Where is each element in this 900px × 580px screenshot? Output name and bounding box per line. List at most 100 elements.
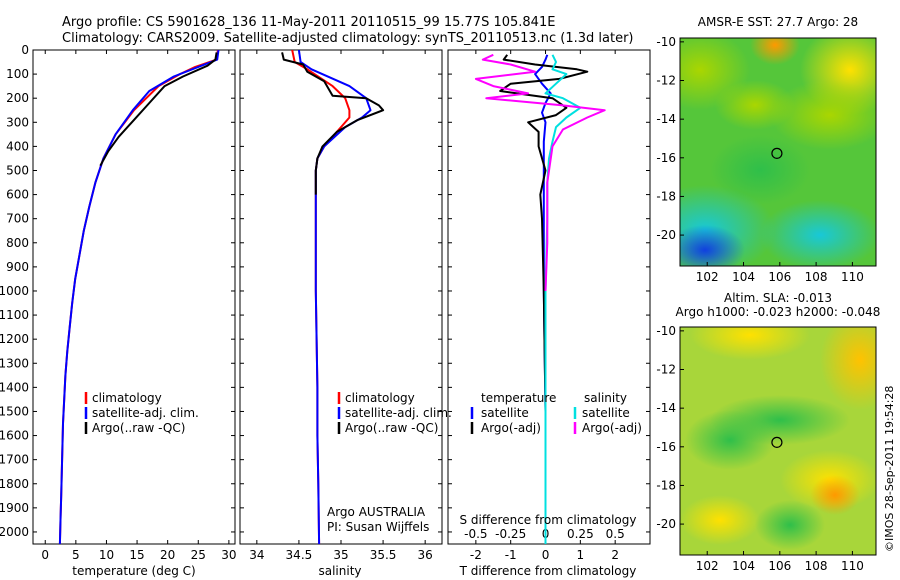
x-tick-label: -1: [505, 548, 517, 562]
s-diff-tick-label: -0.5: [464, 527, 487, 541]
lat-tick-label: -16: [656, 151, 676, 165]
temperature-xlabel: temperature (deg C): [72, 564, 195, 578]
y-tick-label: 1100: [0, 308, 29, 322]
x-tick-label: 15: [129, 548, 144, 562]
y-tick-label: 500: [6, 163, 29, 177]
y-tick-label: 700: [6, 212, 29, 226]
sla-heatmap: [680, 327, 876, 555]
header-line2: Climatology: CARS2009. Satellite-adjuste…: [62, 31, 634, 46]
x-tick-label: 20: [160, 548, 175, 562]
difference-legend: temperature salinity satellite Argo(-adj…: [470, 391, 642, 435]
lat-tick-label: -16: [656, 440, 676, 454]
lon-tick-label: 104: [732, 559, 755, 573]
temperature-axes: 0 5 10 15 20 25 300100200300400500600700800900…: [0, 43, 237, 562]
legend-label-satellite: satellite-adj. clim.: [345, 406, 452, 420]
x-tick-label: 34.5: [286, 548, 313, 562]
lat-tick-label: -14: [656, 401, 676, 415]
annotation-pi: PI: Susan Wijffels: [327, 520, 429, 534]
legend-label-t-satellite: satellite: [481, 406, 529, 420]
lon-tick-label: 102: [696, 559, 719, 573]
lon-tick-label: 104: [732, 270, 755, 284]
credit-text: ©IMOS 28-Sep-2011 19:54:28: [883, 386, 896, 552]
y-tick-label: 800: [6, 236, 29, 250]
difference-plot-frame: [447, 49, 651, 545]
y-tick-label: 1800: [0, 477, 29, 491]
x-tick-label: 30: [221, 548, 236, 562]
legend-label-argo: Argo(..raw -QC): [92, 421, 185, 435]
y-tick-label: 1700: [0, 453, 29, 467]
lat-tick-label: -12: [656, 74, 676, 88]
y-tick-label: 200: [6, 91, 29, 105]
salinity-axes: 34 34.5 35 35.5 36: [240, 49, 442, 562]
x-tick-label: 0: [542, 548, 550, 562]
legend-label-argo: Argo(..raw -QC): [345, 421, 438, 435]
y-tick-label: 1300: [0, 356, 29, 370]
sst-map-frame: [679, 37, 877, 267]
lat-tick-label: -20: [656, 517, 676, 531]
lon-tick-label: 108: [805, 270, 828, 284]
x-tick-label: 10: [99, 548, 114, 562]
sst-map-title: AMSR-E SST: 27.7 Argo: 28: [698, 15, 858, 29]
legend-label-satellite: satellite-adj. clim.: [92, 406, 199, 420]
y-tick-label: 100: [6, 67, 29, 81]
series-line-1: [58, 50, 220, 544]
x-tick-label: 34: [249, 548, 264, 562]
lat-tick-label: -14: [656, 112, 676, 126]
x-tick-label: 25: [191, 548, 206, 562]
y-tick-label: 1000: [0, 284, 29, 298]
y-tick-label: 1400: [0, 380, 29, 394]
x-tick-label: 2: [611, 548, 619, 562]
argo-position-marker: [771, 436, 783, 448]
temperature-lines: [58, 50, 220, 544]
y-tick-label: 0: [21, 43, 29, 57]
lat-tick-label: -12: [656, 363, 676, 377]
argo-position-marker: [771, 147, 783, 159]
x-tick-label: 0: [41, 548, 49, 562]
y-tick-label: 400: [6, 139, 29, 153]
series-line-2: [281, 52, 385, 195]
legend-label-s-satellite: satellite: [582, 406, 630, 420]
temperature-legend: climatology satellite-adj. clim. Argo(..…: [84, 391, 199, 435]
y-tick-label: 600: [6, 188, 29, 202]
legend-label-climatology: climatology: [345, 391, 415, 405]
lon-tick-label: 106: [768, 270, 791, 284]
legend-group-temperature: temperature: [481, 391, 556, 405]
series-line-2: [99, 52, 218, 167]
lon-tick-label: 102: [696, 270, 719, 284]
lat-tick-label: -10: [656, 324, 676, 338]
annotation-argo-australia: Argo AUSTRALIA: [327, 505, 426, 519]
y-tick-label: 900: [6, 260, 29, 274]
difference-lines: [474, 53, 606, 544]
y-tick-label: 1500: [0, 404, 29, 418]
x-tick-label: -2: [470, 548, 482, 562]
lat-tick-label: -18: [656, 189, 676, 203]
s-diff-tick-label: 0.25: [567, 527, 594, 541]
difference-xlabel: T difference from climatology: [459, 564, 637, 578]
y-tick-label: 1200: [0, 332, 29, 346]
y-tick-label: 2000: [0, 525, 29, 539]
x-tick-label: 35: [333, 548, 348, 562]
sla-map-frame: [679, 326, 877, 556]
difference-xlabel-top: S difference from climatology: [460, 513, 637, 527]
lon-tick-label: 106: [768, 559, 791, 573]
legend-label-s-argo: Argo(-adj): [582, 421, 642, 435]
salinity-plot-frame: [239, 49, 443, 545]
header-line1: Argo profile: CS 5901628_136 11-May-2011…: [62, 15, 555, 30]
salinity-xlabel: salinity: [318, 564, 361, 578]
x-tick-label: 5: [72, 548, 80, 562]
sla-map-subtitle: Argo h1000: -0.023 h2000: -0.048: [676, 305, 881, 319]
lat-tick-label: -10: [656, 35, 676, 49]
sst-heatmap: [680, 38, 876, 266]
series-line-1: [499, 54, 589, 412]
salinity-legend: climatology satellite-adj. clim. Argo(..…: [327, 391, 452, 534]
lon-tick-label: 110: [841, 270, 864, 284]
series-line-3: [474, 53, 606, 292]
lon-tick-label: 110: [841, 559, 864, 573]
legend-label-t-argo: Argo(-adj): [481, 421, 541, 435]
s-diff-tick-label: 0.5: [606, 527, 625, 541]
temperature-plot-frame: [32, 49, 236, 545]
y-tick-label: 300: [6, 115, 29, 129]
y-tick-label: 1900: [0, 501, 29, 515]
salinity-lines: [281, 50, 385, 544]
